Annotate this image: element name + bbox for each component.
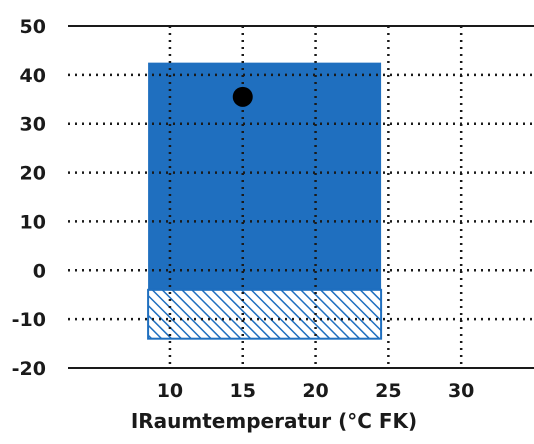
x-tick-label-20: 20 — [302, 380, 328, 402]
y-tick-label-50: 50 — [20, 16, 46, 38]
x-axis-label: IRaumtemperatur (°C FK) — [131, 409, 417, 433]
operating-range-region — [148, 62, 382, 290]
points-layer — [232, 86, 253, 107]
x-tick-label-10: 10 — [157, 380, 183, 402]
y-tick-label-30: 30 — [20, 114, 46, 136]
hatched-range-region — [147, 288, 383, 340]
axis-layer — [68, 25, 534, 369]
y-tick-label-20: 20 — [20, 163, 46, 185]
y-tick-label-40: 40 — [20, 65, 46, 87]
regions-layer — [147, 62, 383, 340]
grid-layer — [68, 26, 534, 368]
y-tick-label-10: 10 — [20, 211, 46, 233]
y-tick-label-0: 0 — [33, 260, 46, 282]
data-point-0 — [232, 86, 253, 107]
y-tick-label--10: -10 — [12, 309, 46, 331]
y-tick-label--20: -20 — [12, 358, 46, 380]
x-tick-label-15: 15 — [230, 380, 256, 402]
x-tick-label-25: 25 — [375, 380, 401, 402]
ticks-layer: 50 40 30 20 10 0 -10 -20 10 15 20 25 30 — [12, 16, 475, 402]
x-tick-label-30: 30 — [448, 380, 474, 402]
